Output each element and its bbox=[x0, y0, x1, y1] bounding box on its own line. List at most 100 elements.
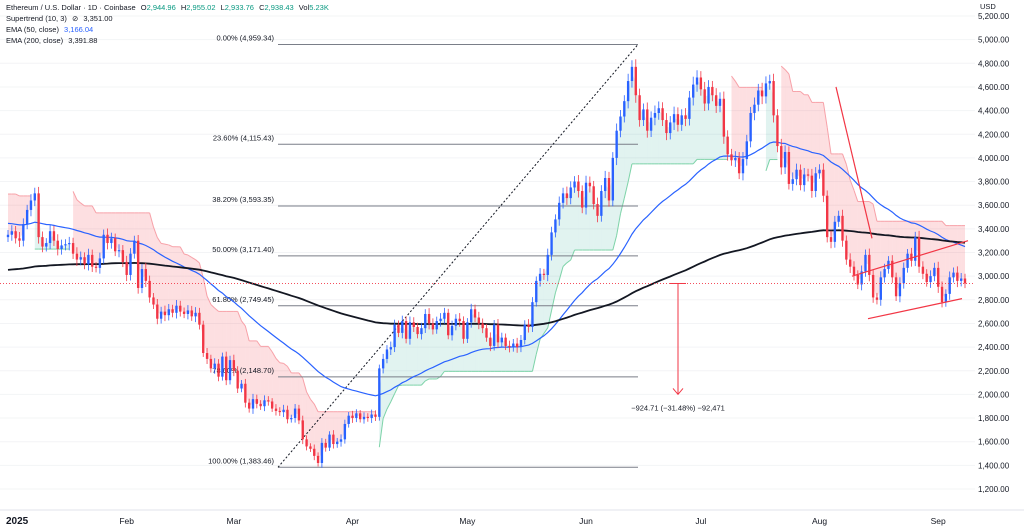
candle-body bbox=[917, 237, 921, 267]
candle-body bbox=[914, 237, 917, 261]
supertrend-fill bbox=[379, 363, 384, 448]
supertrend-fill bbox=[513, 345, 518, 372]
candle-body bbox=[424, 313, 427, 329]
candle-body bbox=[661, 108, 664, 121]
candle-body bbox=[623, 101, 626, 117]
supertrend-fill bbox=[953, 225, 958, 277]
candle-body bbox=[255, 399, 259, 404]
candle-body bbox=[381, 358, 385, 369]
supertrend-fill bbox=[409, 324, 414, 386]
candle-body bbox=[427, 313, 431, 324]
time-tick-label: Aug bbox=[812, 516, 827, 526]
supertrend-fill bbox=[712, 91, 717, 160]
supertrend-fill bbox=[76, 199, 81, 259]
supertrend-line bbox=[187, 254, 193, 258]
fibonacci-retracement[interactable]: 0.00% (4,959.34) 23.60% (4,115.43) 38.20% … bbox=[208, 33, 639, 468]
candle-body bbox=[695, 77, 699, 85]
supertrend-fill bbox=[739, 87, 743, 167]
candle-body bbox=[611, 157, 615, 201]
candle-body bbox=[925, 273, 928, 283]
price-tick-label: 2,600.00 bbox=[978, 319, 1010, 328]
supertrend-line bbox=[72, 191, 78, 200]
candle-body bbox=[113, 238, 117, 252]
candle-body bbox=[737, 157, 741, 174]
price-tick-label: 3,400.00 bbox=[978, 225, 1010, 234]
indicator-ema200[interactable]: EMA (200, close) 3,391.88 bbox=[6, 35, 329, 46]
candle-body bbox=[730, 154, 733, 161]
supertrend-fill bbox=[306, 391, 311, 448]
candle-body bbox=[10, 231, 14, 235]
fib-level-label: 50.00% (3,171.40) bbox=[212, 245, 274, 254]
supertrend-fill bbox=[819, 102, 824, 183]
price-tick-label: 1,800.00 bbox=[978, 414, 1010, 423]
supertrend-fill bbox=[398, 326, 403, 386]
candle-body bbox=[829, 237, 833, 242]
candle-body bbox=[879, 277, 882, 300]
supertrend-fill bbox=[195, 259, 200, 319]
supertrend-fill bbox=[505, 341, 510, 372]
candle-body bbox=[764, 83, 768, 97]
candle-body bbox=[626, 81, 630, 102]
supertrend-fill bbox=[566, 192, 571, 263]
ohlc-close: 2,938.43 bbox=[264, 3, 294, 12]
candle-body bbox=[175, 305, 178, 313]
candle-body bbox=[385, 349, 389, 359]
supertrend-fill bbox=[857, 201, 862, 280]
supertrend-line bbox=[271, 351, 277, 359]
supertrend-fill bbox=[654, 110, 659, 164]
currency-label: USD bbox=[980, 2, 996, 11]
supertrend-fill bbox=[666, 126, 671, 164]
candle-body bbox=[64, 244, 67, 246]
supertrend-fill bbox=[957, 225, 962, 280]
price-axis[interactable]: 5,200.00 5,000.00 4,800.00 4,600.00 4,400.00… bbox=[975, 0, 1024, 532]
time-axis[interactable]: 2025FebMarAprMayJunJulAugSepOctNovDec bbox=[0, 509, 1024, 532]
candle-body bbox=[110, 238, 113, 244]
candle-body bbox=[496, 324, 500, 343]
candle-body bbox=[156, 304, 159, 319]
candle-body bbox=[431, 323, 435, 330]
supertrend-fill bbox=[942, 221, 946, 299]
hidden-icon[interactable]: ⊘ bbox=[71, 14, 79, 23]
symbol-row[interactable]: Ethereum / U.S. Dollar · 1D · Coinbase O… bbox=[6, 2, 329, 13]
supertrend-line bbox=[558, 266, 564, 281]
candle-body bbox=[293, 408, 297, 419]
candle-body bbox=[259, 403, 262, 407]
supertrend-line bbox=[313, 403, 319, 412]
candle-body bbox=[68, 243, 71, 245]
candle-body bbox=[159, 311, 163, 319]
candle-body bbox=[343, 423, 347, 440]
candle-body bbox=[45, 243, 48, 247]
supertrend-fill bbox=[961, 225, 965, 281]
supertrend-fill bbox=[421, 321, 426, 386]
supertrend-fill bbox=[111, 212, 116, 245]
candle-body bbox=[313, 448, 316, 456]
supertrend-line bbox=[382, 408, 388, 419]
supertrend-fill bbox=[846, 164, 851, 264]
supertrend-fill bbox=[497, 333, 502, 372]
candle-body bbox=[657, 108, 660, 113]
time-tick-label: Jun bbox=[579, 516, 593, 526]
price-tick-label: 3,600.00 bbox=[978, 201, 1010, 210]
candle-body bbox=[102, 234, 105, 259]
indicator-ema50[interactable]: EMA (50, close) 3,166.04 bbox=[6, 24, 329, 35]
supertrend-fill bbox=[329, 411, 334, 442]
drawings[interactable]: −924.71 (−31.48%) −92,471 bbox=[0, 86, 975, 412]
supertrend-fill bbox=[218, 311, 223, 371]
candle-body bbox=[247, 402, 251, 409]
indicator-supertrend[interactable]: Supertrend (10, 3) ⊘ 3,351.00 bbox=[6, 13, 329, 24]
candle-body bbox=[642, 109, 645, 121]
supertrend-line bbox=[298, 372, 304, 379]
indicator-label: EMA (50, close) bbox=[6, 25, 59, 34]
supertrend-fill bbox=[926, 221, 931, 280]
candle-body bbox=[48, 231, 52, 244]
supertrend-line bbox=[780, 65, 786, 70]
candle-body bbox=[837, 215, 840, 222]
candle-body bbox=[783, 151, 787, 168]
price-tick-label: 4,000.00 bbox=[978, 154, 1010, 163]
supertrend-fill bbox=[164, 244, 169, 314]
supertrend-fill bbox=[149, 212, 154, 301]
ohlc-low: 2,933.76 bbox=[224, 3, 254, 12]
candle-body bbox=[722, 98, 726, 137]
